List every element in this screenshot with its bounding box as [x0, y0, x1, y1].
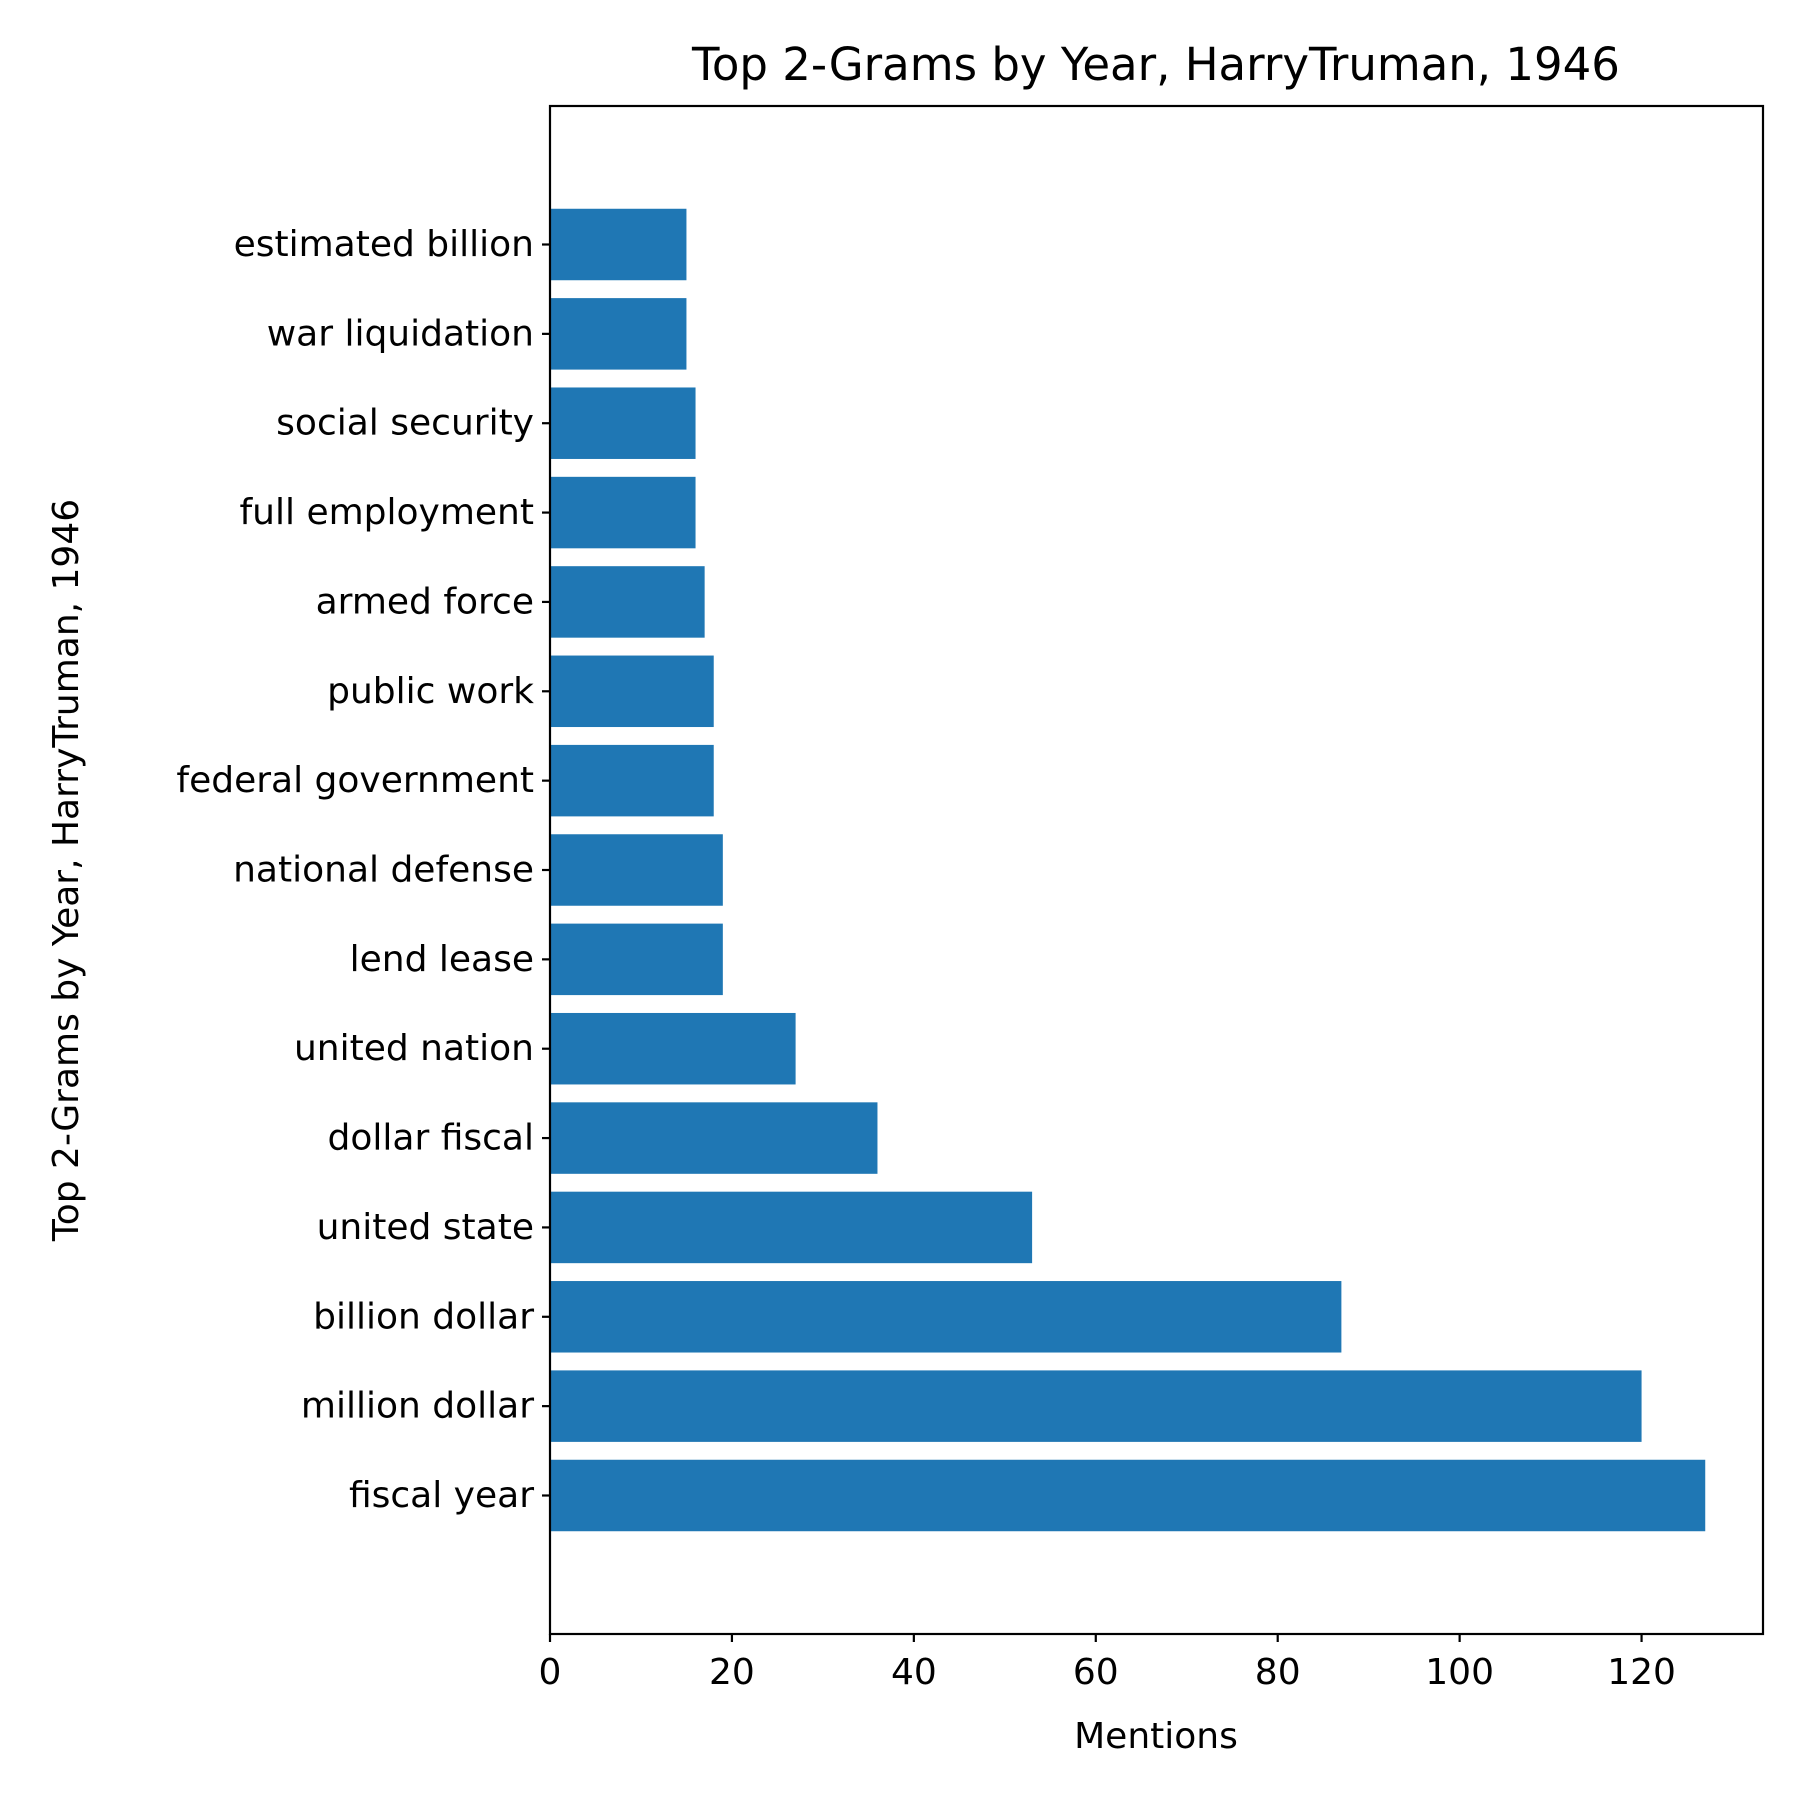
y-tick-label: lend lease	[350, 939, 534, 980]
bar-united-nation	[550, 1012, 796, 1085]
y-tick-label: public work	[327, 671, 534, 712]
bar-war-liquidation	[550, 298, 687, 370]
y-tick-label: federal government	[176, 760, 534, 801]
y-tick-label: billion dollar	[313, 1296, 534, 1337]
y-tick-label: full employment	[240, 492, 535, 533]
bar-armed-force	[550, 566, 705, 638]
bar-social-security	[550, 387, 696, 459]
y-tick-label: united state	[317, 1207, 534, 1248]
x-tick-label: 0	[539, 1652, 562, 1693]
x-tick-label: 100	[1425, 1652, 1494, 1693]
x-tick-label: 80	[1255, 1652, 1301, 1693]
bar-federal-government	[550, 744, 714, 817]
bars-group	[550, 208, 1706, 1532]
bar-billion-dollar	[550, 1281, 1342, 1353]
bar-public-work	[550, 655, 714, 728]
y-tick-label: national defense	[233, 850, 534, 891]
x-tick-label: 60	[1073, 1652, 1119, 1693]
bar-national-defense	[550, 834, 723, 906]
y-axis-label: Top 2-Grams by Year, HarryTruman, 1946	[46, 499, 87, 1242]
bar-fiscal-year	[550, 1459, 1706, 1532]
x-tick-label: 40	[891, 1652, 937, 1693]
x-tick-label: 20	[709, 1652, 755, 1693]
y-tick-label: million dollar	[301, 1386, 534, 1427]
y-tick-label: war liquidation	[267, 313, 534, 354]
x-tick-label: 120	[1607, 1652, 1676, 1693]
y-tick-label: armed force	[316, 581, 534, 622]
y-ticks-group: fiscal year million dollar billion dollar u…	[176, 224, 550, 1516]
bar-united-state	[550, 1191, 1033, 1264]
bar-full-employment	[550, 476, 696, 549]
y-tick-label: united nation	[294, 1028, 534, 1069]
y-tick-label: social security	[276, 403, 534, 444]
bar-estimated-billion	[550, 208, 687, 281]
x-axis-label: Mentions	[1074, 1716, 1238, 1757]
y-tick-label: estimated billion	[234, 224, 534, 265]
x-ticks-group: 0 20 40 60 80 100 120	[539, 1634, 1676, 1693]
bar-lend-lease	[550, 923, 723, 996]
chart-title: Top 2-Grams by Year, HarryTruman, 1946	[691, 38, 1620, 91]
plot-frame	[548, 104, 1765, 1636]
bar-million-dollar	[550, 1370, 1642, 1442]
bar-dollar-fiscal	[550, 1102, 878, 1174]
y-tick-label: dollar fiscal	[328, 1118, 534, 1159]
y-tick-label: fiscal year	[349, 1475, 534, 1516]
